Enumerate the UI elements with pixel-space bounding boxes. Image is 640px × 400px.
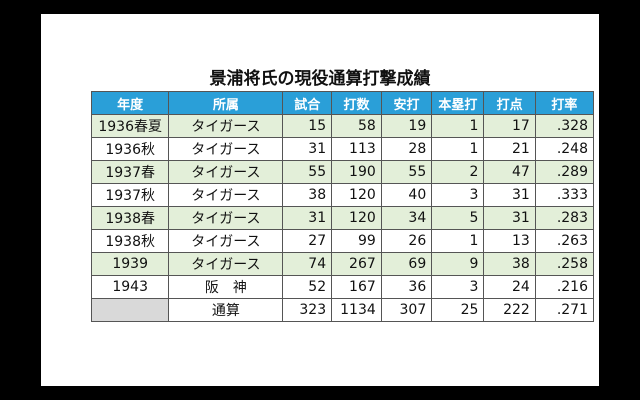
cell-total-avg: .271 (534, 298, 595, 322)
cell-home-runs: 5 (431, 206, 485, 230)
cell-at-bats: 167 (331, 275, 382, 299)
table-row: 1939 タイガース 74 267 69 9 38 .258 (90, 252, 595, 276)
cell-games: 52 (282, 275, 333, 299)
cell-team: タイガース (168, 206, 284, 230)
header-year: 年度 (90, 91, 170, 115)
cell-total-blank (90, 298, 170, 322)
cell-team: タイガース (168, 160, 284, 184)
header-hits: 安打 (380, 91, 433, 115)
cell-avg: .283 (534, 206, 595, 230)
cell-avg: .328 (534, 114, 595, 138)
cell-team: タイガース (168, 183, 284, 207)
header-home-runs: 本塁打 (431, 91, 485, 115)
cell-team: 阪 神 (168, 275, 284, 299)
cell-rbi: 17 (483, 114, 536, 138)
cell-total-rbi: 222 (483, 298, 536, 322)
header-row: 年度 所属 試合 打数 安打 本塁打 打点 打率 (90, 91, 595, 115)
cell-hits: 55 (380, 160, 433, 184)
table-row: 1938春 タイガース 31 120 34 5 31 .283 (90, 206, 595, 230)
cell-home-runs: 1 (431, 114, 485, 138)
cell-avg: .263 (534, 229, 595, 253)
cell-avg: .333 (534, 183, 595, 207)
cell-games: 31 (282, 206, 333, 230)
cell-hits: 19 (380, 114, 433, 138)
header-games: 試合 (282, 91, 333, 115)
cell-total-at-bats: 1134 (331, 298, 382, 322)
cell-year: 1936春夏 (90, 114, 170, 138)
header-at-bats: 打数 (331, 91, 382, 115)
cell-rbi: 21 (483, 137, 536, 161)
cell-at-bats: 113 (331, 137, 382, 161)
cell-hits: 36 (380, 275, 433, 299)
table-row: 1936秋 タイガース 31 113 28 1 21 .248 (90, 137, 595, 161)
document-frame: 景浦将氏の現役通算打撃成績 年度 所属 試合 打数 安打 本塁打 打点 打率 1… (41, 14, 599, 386)
cell-rbi: 13 (483, 229, 536, 253)
cell-games: 74 (282, 252, 333, 276)
cell-year: 1943 (90, 275, 170, 299)
cell-year: 1938春 (90, 206, 170, 230)
cell-team: タイガース (168, 114, 284, 138)
cell-avg: .248 (534, 137, 595, 161)
cell-rbi: 24 (483, 275, 536, 299)
cell-at-bats: 267 (331, 252, 382, 276)
cell-home-runs: 1 (431, 137, 485, 161)
cell-rbi: 47 (483, 160, 536, 184)
header-team: 所属 (168, 91, 284, 115)
cell-team: タイガース (168, 137, 284, 161)
cell-avg: .216 (534, 275, 595, 299)
cell-team: タイガース (168, 229, 284, 253)
cell-at-bats: 99 (331, 229, 382, 253)
cell-total-label: 通算 (168, 298, 284, 322)
cell-total-hits: 307 (380, 298, 433, 322)
cell-total-home-runs: 25 (431, 298, 485, 322)
cell-hits: 40 (380, 183, 433, 207)
cell-year: 1937秋 (90, 183, 170, 207)
cell-hits: 69 (380, 252, 433, 276)
total-row: 通算 323 1134 307 25 222 .271 (90, 298, 595, 322)
cell-hits: 26 (380, 229, 433, 253)
table-row: 1936春夏 タイガース 15 58 19 1 17 .328 (90, 114, 595, 138)
cell-avg: .258 (534, 252, 595, 276)
cell-hits: 28 (380, 137, 433, 161)
cell-at-bats: 58 (331, 114, 382, 138)
cell-games: 15 (282, 114, 333, 138)
cell-games: 27 (282, 229, 333, 253)
cell-team: タイガース (168, 252, 284, 276)
cell-home-runs: 2 (431, 160, 485, 184)
cell-rbi: 31 (483, 206, 536, 230)
cell-year: 1939 (90, 252, 170, 276)
cell-home-runs: 3 (431, 275, 485, 299)
cell-total-games: 323 (282, 298, 333, 322)
cell-games: 38 (282, 183, 333, 207)
table-row: 1937秋 タイガース 38 120 40 3 31 .333 (90, 183, 595, 207)
cell-avg: .289 (534, 160, 595, 184)
cell-home-runs: 9 (431, 252, 485, 276)
cell-rbi: 31 (483, 183, 536, 207)
cell-year: 1938秋 (90, 229, 170, 253)
cell-hits: 34 (380, 206, 433, 230)
cell-year: 1936秋 (90, 137, 170, 161)
table-row: 1938秋 タイガース 27 99 26 1 13 .263 (90, 229, 595, 253)
table-row: 1937春 タイガース 55 190 55 2 47 .289 (90, 160, 595, 184)
cell-games: 31 (282, 137, 333, 161)
header-rbi: 打点 (483, 91, 536, 115)
table-title: 景浦将氏の現役通算打撃成績 (209, 69, 431, 89)
cell-games: 55 (282, 160, 333, 184)
cell-home-runs: 3 (431, 183, 485, 207)
cell-rbi: 38 (483, 252, 536, 276)
cell-at-bats: 120 (331, 183, 382, 207)
cell-year: 1937春 (90, 160, 170, 184)
cell-at-bats: 120 (331, 206, 382, 230)
cell-at-bats: 190 (331, 160, 382, 184)
cell-home-runs: 1 (431, 229, 485, 253)
batting-stats-table: 年度 所属 試合 打数 安打 本塁打 打点 打率 1936春夏 タイガース 15… (90, 91, 595, 322)
table-row: 1943 阪 神 52 167 36 3 24 .216 (90, 275, 595, 299)
header-avg: 打率 (534, 91, 595, 115)
